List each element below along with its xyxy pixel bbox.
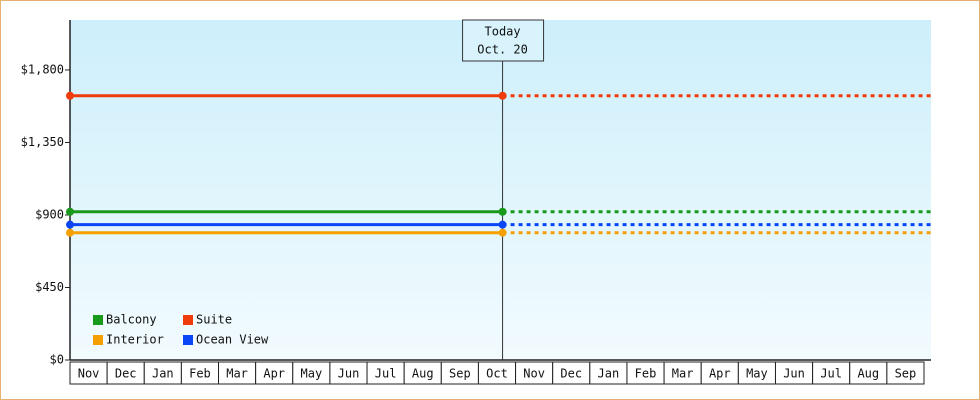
legend-label: Ocean View [196, 333, 269, 347]
y-tick-label: $450 [35, 280, 64, 294]
point [66, 91, 74, 100]
x-tick-label: May [301, 367, 323, 381]
point [66, 207, 74, 216]
legend-swatch [93, 315, 103, 325]
x-tick-label: Jun [783, 367, 805, 381]
y-tick-label: $900 [35, 207, 64, 221]
x-tick-label: Nov [78, 367, 100, 381]
y-tick-label: $0 [50, 353, 64, 367]
point [498, 228, 507, 237]
y-tick-label: $1,350 [21, 135, 64, 149]
x-tick-label: Jul [820, 367, 842, 381]
point [66, 220, 74, 229]
x-tick-label: Jan [152, 367, 174, 381]
x-tick-label: May [746, 367, 768, 381]
x-tick-label: Feb [189, 367, 211, 381]
plot-area [70, 20, 931, 360]
x-tick-label: Feb [635, 367, 657, 381]
x-tick-label: Aug [412, 367, 434, 381]
legend-swatch [93, 335, 103, 345]
y-tick-label: $1,800 [21, 62, 64, 76]
legend-swatch [183, 315, 193, 325]
x-tick-label: Mar [672, 367, 694, 381]
x-tick-label: Sep [449, 367, 471, 381]
legend-label: Interior [106, 333, 164, 347]
x-tick-label: Oct [486, 367, 508, 381]
today-box [462, 19, 545, 62]
x-tick-label: Mar [226, 367, 248, 381]
today-title: Today [485, 25, 521, 39]
point [498, 207, 507, 216]
x-tick-label: Dec [115, 367, 137, 381]
legend-label: Balcony [106, 313, 157, 327]
x-tick-label: Apr [263, 367, 285, 381]
x-tick-cell [886, 361, 925, 385]
x-tick-label: Nov [523, 367, 545, 381]
x-tick-label: Jan [598, 367, 620, 381]
point [498, 91, 507, 100]
x-tick-label: Aug [857, 367, 879, 381]
point [66, 228, 74, 237]
legend-label: Suite [196, 313, 232, 327]
x-tick-label: Apr [709, 367, 731, 381]
today-date: Oct. 20 [477, 43, 528, 57]
x-tick-label: Jul [375, 367, 397, 381]
x-tick-label: Sep [895, 367, 917, 381]
point [498, 220, 507, 229]
legend-swatch [183, 335, 193, 345]
x-tick-label: Dec [560, 367, 582, 381]
x-tick-label: Jun [338, 367, 360, 381]
